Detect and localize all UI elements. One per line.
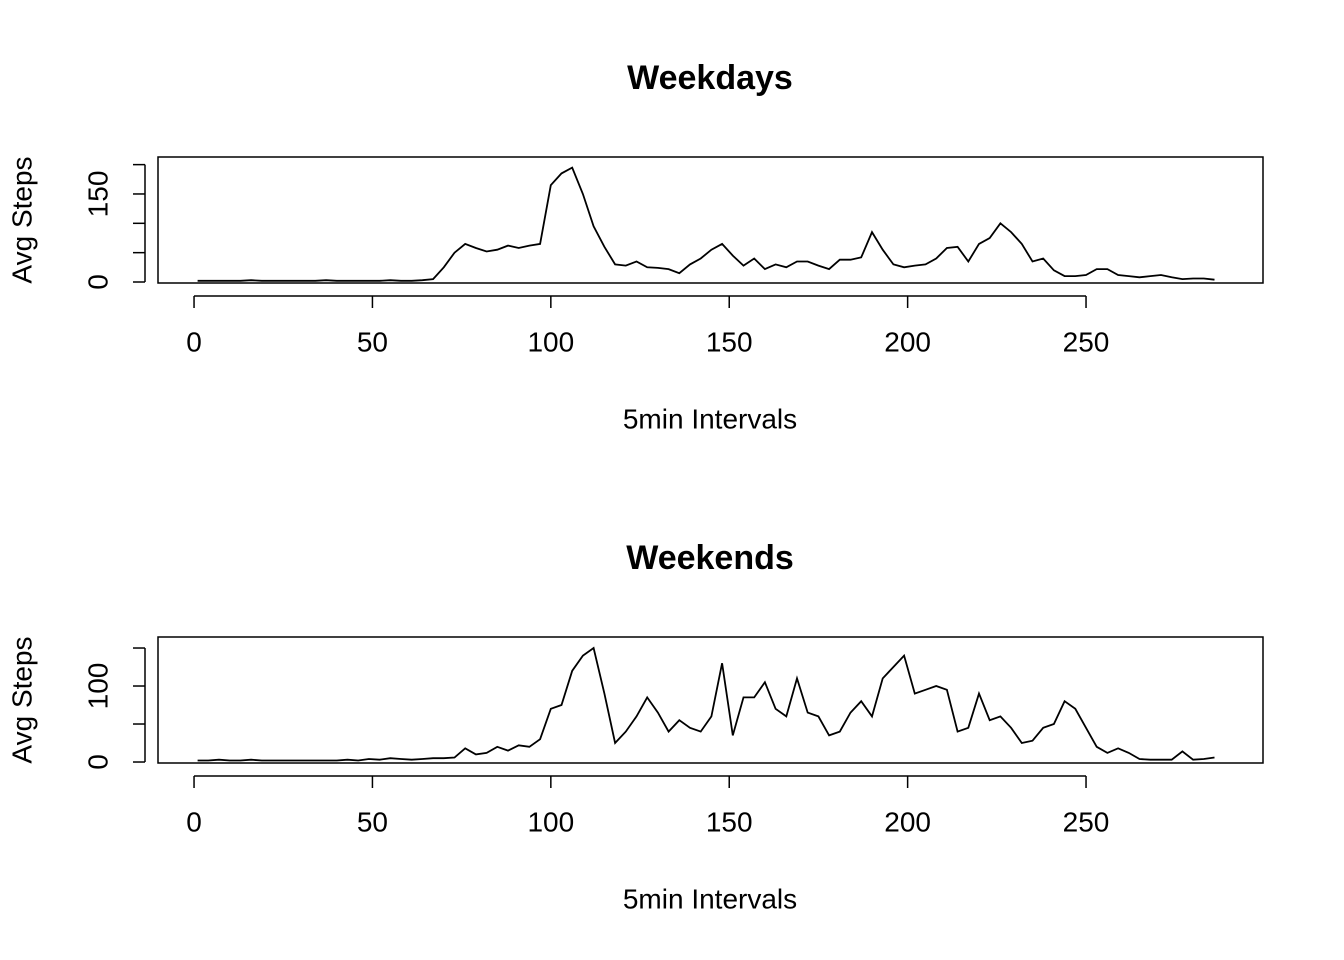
y-axis-label: Avg Steps (6, 636, 37, 763)
x-tick-label: 200 (884, 806, 931, 837)
chart-title: Weekdays (627, 59, 793, 97)
x-tick-label: 100 (527, 326, 574, 357)
chart-title: Weekends (626, 539, 794, 577)
x-tick-label: 200 (884, 326, 931, 357)
plot-frame (157, 156, 1264, 284)
x-tick-label: 50 (357, 806, 388, 837)
data-line (197, 646, 1215, 762)
x-tick-label: 150 (706, 806, 753, 837)
y-axis-label: Avg Steps (6, 156, 37, 283)
x-tick-label: 250 (1063, 326, 1110, 357)
data-line (197, 166, 1215, 282)
y-tick-label: 0 (82, 274, 113, 290)
x-tick-label: 0 (186, 326, 202, 357)
x-tick-label: 150 (706, 326, 753, 357)
x-tick-label: 0 (186, 806, 202, 837)
y-tick-label: 150 (82, 171, 113, 218)
plot-frame (157, 636, 1264, 764)
x-tick-label: 50 (357, 326, 388, 357)
y-tick-label: 0 (82, 754, 113, 770)
x-tick-label: 100 (527, 806, 574, 837)
x-tick-label: 250 (1063, 806, 1110, 837)
y-tick-label: 100 (82, 663, 113, 710)
x-axis-label: 5min Intervals (623, 883, 797, 914)
x-axis-label: 5min Intervals (623, 403, 797, 434)
